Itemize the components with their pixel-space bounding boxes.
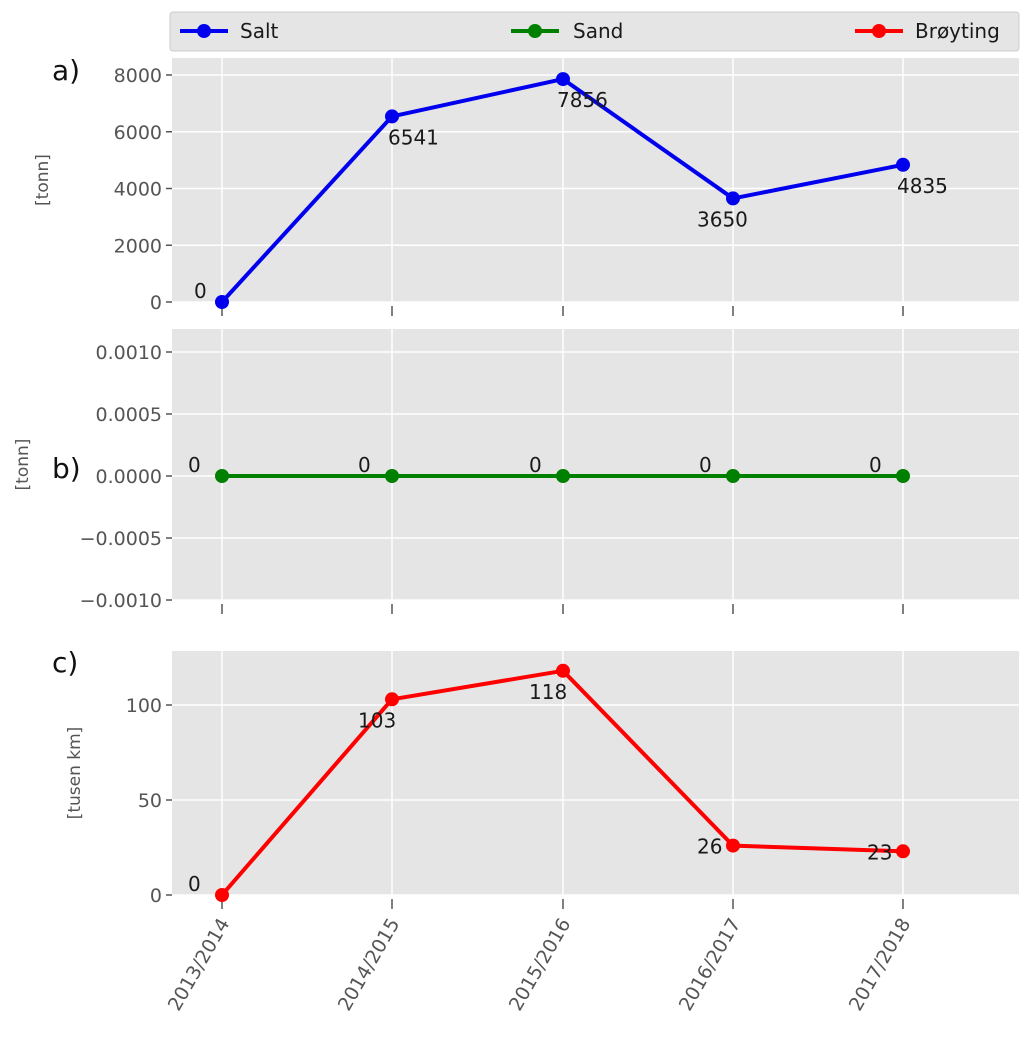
panel-label: c)	[52, 646, 78, 679]
data-label: 26	[697, 835, 722, 859]
y-tick-label: 8000	[114, 65, 162, 87]
panel-1: 0 2000 4000 6000 8000 [tonn] 0 6541 7856 3650 4835…	[33, 54, 1019, 316]
data-point	[896, 157, 910, 172]
legend-label-broyting: Brøyting	[915, 19, 1000, 43]
panel-3: 0 50 100 [tusen km] 0 103 118 26 23 c) 2013/2014 20…	[52, 646, 1019, 1015]
x-tick-label: 2017/2018	[845, 915, 916, 1015]
y-tick-label: 0.0005	[96, 404, 162, 426]
legend-item-sand: Sand	[511, 19, 623, 43]
plot-background	[172, 651, 1019, 895]
y-tick-label: 100	[126, 695, 162, 717]
data-point	[215, 469, 229, 483]
data-point	[556, 469, 570, 483]
y-tick-label: 0.0000	[96, 466, 162, 488]
x-tick-label: 2013/2014	[164, 915, 235, 1015]
data-label: 0	[869, 453, 882, 477]
data-point	[385, 469, 399, 483]
data-point	[896, 469, 910, 483]
data-point	[215, 888, 229, 902]
panel-label: b)	[52, 452, 81, 485]
legend-label-sand: Sand	[573, 19, 623, 43]
data-point	[726, 191, 740, 206]
data-label: 0	[358, 453, 371, 477]
data-label: 0	[529, 453, 542, 477]
y-tick-label: 0.0010	[96, 342, 162, 364]
panels: 0 2000 4000 6000 8000 [tonn] 0 6541 7856 3650 4835…	[13, 54, 1019, 1015]
y-axis-label: [tonn]	[13, 439, 33, 491]
data-point	[726, 838, 740, 853]
data-point	[215, 295, 229, 309]
data-label: 23	[867, 840, 892, 864]
data-point	[556, 72, 570, 87]
x-tick-label: 2015/2016	[505, 915, 576, 1015]
data-point	[556, 663, 570, 678]
y-axis-label: [tonn]	[33, 154, 53, 206]
y-tick-label: 0	[150, 292, 162, 314]
y-tick-label: 0	[150, 885, 162, 907]
panel-2: −0.0010 −0.0005 0.0000 0.0005 0.0010 [tonn] 0 0…	[13, 329, 1019, 614]
x-tick-label: 2016/2017	[675, 915, 746, 1015]
data-label: 7856	[557, 88, 608, 112]
data-label: 0	[188, 872, 201, 896]
data-point	[726, 469, 740, 483]
y-tick-label: 50	[138, 790, 162, 812]
data-label: 118	[529, 680, 567, 704]
y-axis-label: [tusen km]	[65, 727, 85, 820]
y-tick-label: −0.0005	[80, 528, 162, 550]
x-tick-label: 2014/2015	[334, 915, 405, 1015]
legend: Salt Sand Brøyting	[169, 11, 1020, 52]
y-tick-label: 2000	[114, 235, 162, 257]
legend-box	[169, 11, 1020, 52]
data-label: 0	[194, 279, 207, 303]
data-label: 4835	[897, 174, 948, 198]
data-label: 0	[699, 453, 712, 477]
y-tick-label: 4000	[114, 179, 162, 201]
data-label: 3650	[697, 207, 748, 231]
data-label: 6541	[388, 125, 439, 149]
y-tick-label: 6000	[114, 122, 162, 144]
data-label: 103	[358, 708, 396, 732]
y-tick-label: −0.0010	[80, 590, 162, 612]
legend-item-broyting: Brøyting	[855, 19, 1000, 43]
plot-background	[172, 329, 1019, 600]
legend-item-salt: Salt	[180, 19, 279, 43]
panel-label: a)	[52, 54, 80, 87]
data-point	[385, 692, 399, 707]
data-point	[385, 109, 399, 124]
legend-label-salt: Salt	[240, 19, 279, 43]
data-point	[896, 844, 910, 859]
plot-background	[172, 58, 1019, 302]
data-label: 0	[188, 453, 201, 477]
